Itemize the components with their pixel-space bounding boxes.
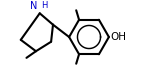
Text: N: N xyxy=(31,1,38,11)
Text: OH: OH xyxy=(111,32,127,42)
Text: H: H xyxy=(41,1,47,10)
